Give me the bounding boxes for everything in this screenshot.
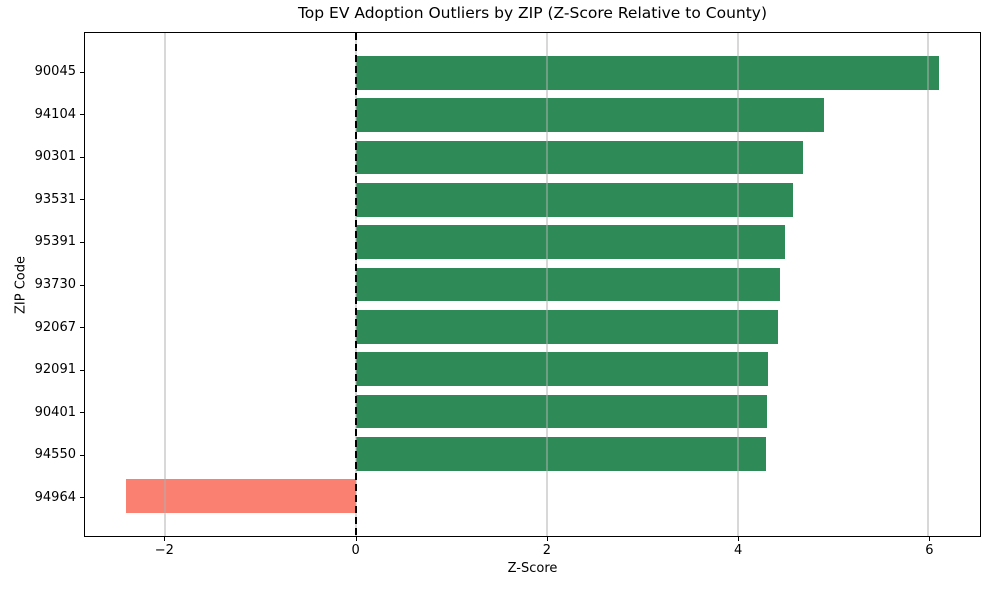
y-tick-mark xyxy=(80,71,84,73)
y-tick-label-94550: 94550 xyxy=(34,447,76,463)
x-tick-mark xyxy=(929,537,931,541)
bar-94104 xyxy=(355,98,824,133)
y-tick-mark xyxy=(80,454,84,456)
y-tick-label-90401: 90401 xyxy=(34,404,76,420)
x-tick-mark xyxy=(738,537,740,541)
x-tick-label-4: 4 xyxy=(733,543,743,558)
y-tick-label-90301: 90301 xyxy=(34,149,76,165)
bar-94550 xyxy=(355,436,767,471)
y-tick-mark xyxy=(80,199,84,201)
y-tick-mark xyxy=(80,114,84,116)
y-tick-label-92091: 92091 xyxy=(34,362,76,378)
x-tick-mark xyxy=(164,537,166,541)
y-tick-label-90045: 90045 xyxy=(34,64,76,80)
gridline-x-2 xyxy=(546,33,548,536)
y-tick-label-94964: 94964 xyxy=(34,489,76,505)
y-tick-mark xyxy=(80,284,84,286)
y-axis-label: ZIP Code xyxy=(13,256,29,314)
chart-title: Top EV Adoption Outliers by ZIP (Z-Score… xyxy=(297,4,768,22)
bar-90301 xyxy=(355,140,803,175)
x-tick-label-0: 0 xyxy=(351,543,360,558)
gridline-x-6 xyxy=(927,33,929,536)
x-tick-label-2: 2 xyxy=(542,543,551,558)
bar-95391 xyxy=(355,225,786,260)
bar-90401 xyxy=(355,394,768,429)
x-tick-mark xyxy=(546,537,548,541)
x-axis-label: Z-Score xyxy=(507,561,558,576)
y-tick-label-95391: 95391 xyxy=(34,234,76,250)
y-tick-mark xyxy=(80,241,84,243)
bar-94964 xyxy=(126,479,356,514)
x-tick-label--2: −2 xyxy=(154,543,174,558)
y-tick-mark xyxy=(80,156,84,158)
bar-92067 xyxy=(355,309,778,344)
x-tick-label-6: 6 xyxy=(925,543,934,558)
y-tick-mark xyxy=(80,412,84,414)
plot-area xyxy=(84,32,981,537)
bar-93730 xyxy=(355,267,780,302)
y-tick-label-93531: 93531 xyxy=(34,191,76,207)
y-tick-mark xyxy=(80,327,84,328)
gridline-x--2 xyxy=(164,33,166,536)
gridline-x-4 xyxy=(737,33,739,536)
zero-reference-line xyxy=(354,33,357,536)
y-tick-mark xyxy=(80,497,84,499)
y-tick-label-92067: 92067 xyxy=(34,319,76,335)
y-tick-label-93730: 93730 xyxy=(34,277,76,292)
y-tick-label-94104: 94104 xyxy=(34,106,76,122)
bar-92091 xyxy=(355,352,769,387)
y-tick-mark xyxy=(80,369,84,371)
x-tick-mark xyxy=(355,537,357,541)
bar-90045 xyxy=(355,55,939,90)
bar-93531 xyxy=(355,182,793,217)
